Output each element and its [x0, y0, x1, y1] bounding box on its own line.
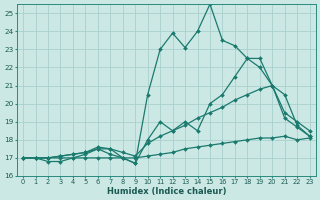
X-axis label: Humidex (Indice chaleur): Humidex (Indice chaleur) — [107, 187, 226, 196]
